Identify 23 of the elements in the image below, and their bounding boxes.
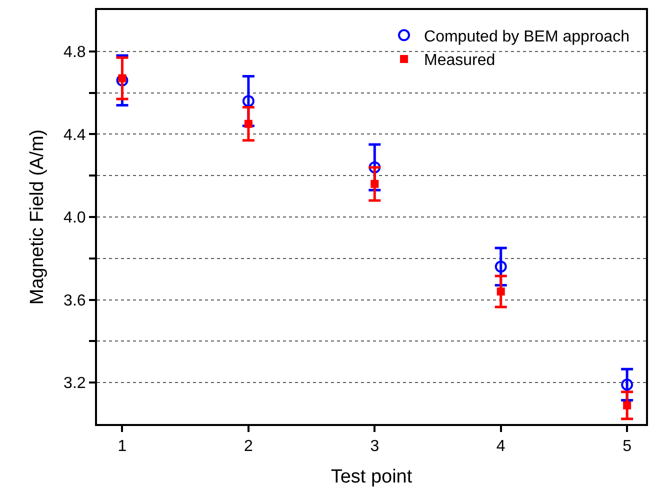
- y-tick-label: 4.4: [64, 126, 86, 144]
- y-tick-label: 4.8: [64, 44, 86, 61]
- x-tick-label: 2: [244, 438, 253, 456]
- x-tick-label: 5: [622, 438, 632, 456]
- x-tick-label: 1: [118, 438, 127, 456]
- y-tick-label: 3.2: [64, 375, 86, 392]
- point: [368, 161, 381, 174]
- x-tick-label: 4: [496, 438, 506, 456]
- y-tick-label: 3.6: [64, 292, 86, 310]
- point: [621, 378, 634, 391]
- legend-label: Measured: [424, 52, 496, 70]
- point: [116, 74, 128, 86]
- point: [623, 401, 632, 410]
- point: [242, 95, 254, 108]
- point: [244, 120, 252, 128]
- point: [494, 260, 507, 273]
- point: [496, 288, 505, 296]
- x-tick-label: 3: [370, 438, 380, 456]
- y-tick-label: 4.0: [64, 210, 86, 227]
- legend-label: Computed by BEM approach: [424, 28, 630, 46]
- y-axis-title: Magnetic Field (A/m): [26, 129, 48, 305]
- x-axis-title: Test point: [330, 466, 413, 488]
- point: [370, 180, 379, 188]
